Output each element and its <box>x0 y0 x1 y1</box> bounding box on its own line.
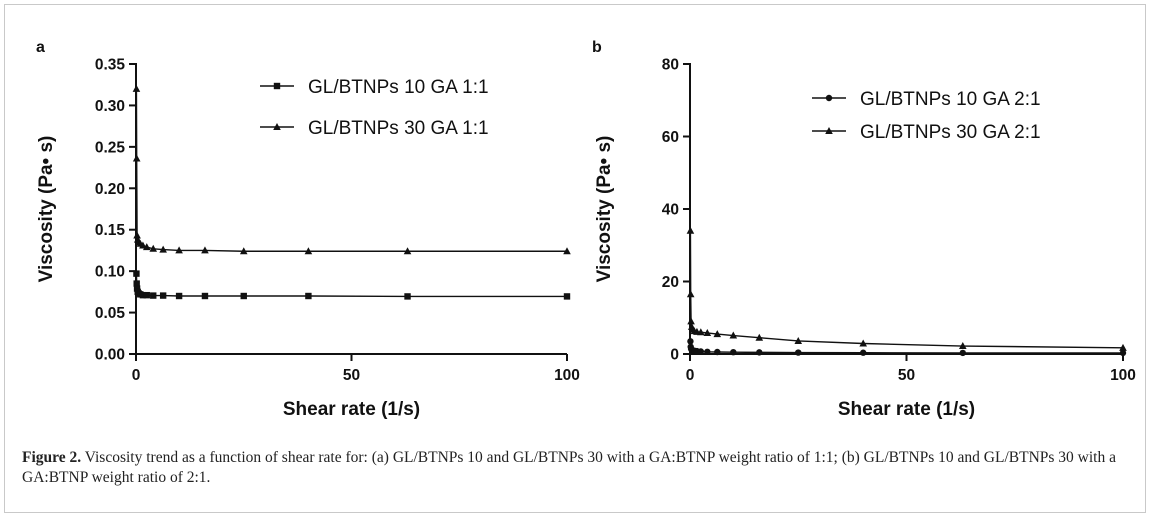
caption-label: Figure 2. <box>22 449 82 466</box>
data-point <box>139 291 147 299</box>
x-tick-label: 50 <box>343 367 360 384</box>
caption-text: Viscosity trend as a function of shear r… <box>22 449 1116 486</box>
data-point <box>201 292 209 300</box>
data-point <box>687 338 694 345</box>
data-point <box>697 348 705 355</box>
data-point <box>240 292 247 300</box>
data-point <box>729 331 738 339</box>
legend-item: GL/BTNPs 10 GA 2:1 <box>812 89 1041 110</box>
data-point <box>133 270 140 277</box>
x-tick-label: 100 <box>554 367 580 384</box>
legend-label: GL/BTNPs 30 GA 1:1 <box>308 118 489 139</box>
data-point <box>756 349 763 356</box>
y-tick-label: 0 <box>670 347 679 364</box>
legend-marker <box>825 127 833 134</box>
y-tick-label: 0.00 <box>95 347 125 364</box>
y-tick-label: 0.35 <box>95 57 126 74</box>
y-tick-label: 20 <box>662 274 679 291</box>
legend-label: GL/BTNPs 10 GA 2:1 <box>860 89 1041 110</box>
data-point <box>403 247 412 255</box>
x-tick-label: 100 <box>1110 367 1136 384</box>
data-point <box>860 349 867 356</box>
data-point <box>239 247 248 255</box>
legend-marker <box>273 82 281 90</box>
x-tick-label: 0 <box>686 367 695 384</box>
data-point <box>1119 349 1127 357</box>
data-point <box>149 244 158 252</box>
x-tick-label: 0 <box>132 367 141 384</box>
data-point <box>730 348 737 356</box>
y-axis-title: Viscosity (Pa• s) <box>36 136 57 283</box>
data-point <box>563 293 571 300</box>
x-tick-label: 50 <box>898 367 915 384</box>
legend-item: GL/BTNPs 10 GA 1:1 <box>260 77 489 98</box>
y-tick-label: 0.05 <box>95 305 126 322</box>
data-point <box>755 333 764 341</box>
series-1 <box>133 270 571 300</box>
data-point <box>175 246 183 254</box>
legend-item: GL/BTNPs 30 GA 2:1 <box>812 122 1041 143</box>
data-point <box>714 348 721 356</box>
series-2 <box>686 226 1127 351</box>
data-point <box>697 328 705 336</box>
y-tick-label: 0.20 <box>95 181 125 198</box>
data-point <box>304 247 313 255</box>
data-point <box>958 342 967 350</box>
data-point <box>132 154 141 162</box>
y-tick-label: 0.30 <box>95 98 125 115</box>
series-line <box>689 230 1124 349</box>
x-axis-title: Shear rate (1/s) <box>838 399 975 420</box>
data-point <box>143 291 150 299</box>
legend-item: GL/BTNPs 30 GA 1:1 <box>260 118 489 139</box>
y-tick-label: 0.25 <box>95 139 126 156</box>
data-point <box>686 290 695 298</box>
data-point <box>704 348 711 356</box>
data-point <box>713 330 722 338</box>
data-point <box>175 292 183 300</box>
figure-frame <box>4 4 1146 513</box>
data-point <box>686 226 695 234</box>
legend-label: GL/BTNPs 30 GA 2:1 <box>860 122 1041 143</box>
data-point <box>132 84 141 92</box>
series-line <box>135 273 567 298</box>
data-point <box>201 246 209 254</box>
data-point <box>959 349 966 357</box>
data-point <box>703 328 712 336</box>
y-axis-title: Viscosity (Pa• s) <box>594 136 615 283</box>
y-tick-label: 80 <box>662 57 679 74</box>
data-point <box>159 292 167 299</box>
data-point <box>133 285 141 292</box>
data-point <box>859 339 867 347</box>
figure-charts: a 0.00 0.05 0.10 0.15 0.20 0.25 0.30 0.35 0 50 100 S… <box>36 39 1136 420</box>
data-point <box>142 243 151 251</box>
data-point <box>404 293 411 300</box>
y-tick-label: 0.10 <box>95 264 125 281</box>
data-point <box>133 231 141 239</box>
legend-marker <box>825 94 833 102</box>
data-point <box>687 317 695 325</box>
series-1 <box>687 338 1127 357</box>
series-2 <box>132 84 571 255</box>
series-line <box>135 88 567 252</box>
legend-marker <box>273 123 281 130</box>
y-tick-label: 40 <box>662 202 679 219</box>
data-point <box>305 292 312 300</box>
data-point <box>139 241 147 249</box>
data-point <box>133 280 140 287</box>
data-point <box>794 336 803 344</box>
data-point <box>150 292 157 299</box>
y-tick-label: 0.15 <box>95 222 126 239</box>
figure-caption: Figure 2. Viscosity trend as a function … <box>22 448 1132 488</box>
chart-panel-a: a 0.00 0.05 0.10 0.15 0.20 0.25 0.30 0.35 0 50 100 S… <box>36 39 580 420</box>
data-point <box>563 247 571 255</box>
data-point <box>1119 343 1127 351</box>
chart-panel-b: b 0 20 40 60 80 0 50 100 Shear rate (1/s) Viscosit… <box>592 39 1136 420</box>
panel-label: b <box>592 39 602 56</box>
y-tick-label: 60 <box>662 129 679 146</box>
panel-label: a <box>36 39 45 56</box>
data-point <box>795 349 802 356</box>
data-point <box>159 245 167 253</box>
legend-label: GL/BTNPs 10 GA 1:1 <box>308 77 489 98</box>
x-axis-title: Shear rate (1/s) <box>283 399 420 420</box>
